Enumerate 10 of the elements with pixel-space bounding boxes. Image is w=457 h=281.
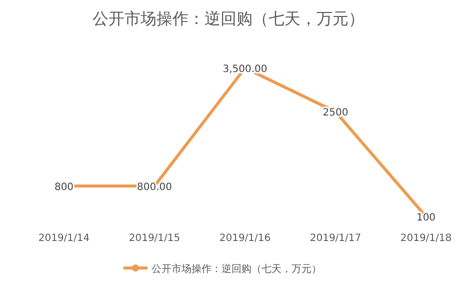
chart-title: 公开市场操作：逆回购（七天，万元） <box>92 9 364 28</box>
x-tick-label: 2019/1/14 <box>38 233 90 244</box>
legend-label: 公开市场操作：逆回购（七天，万元） <box>152 263 322 275</box>
x-tick-label: 2019/1/18 <box>400 233 452 244</box>
data-label: 800.00 <box>137 182 172 194</box>
data-label: 100 <box>416 212 436 224</box>
x-tick-label: 2019/1/15 <box>128 233 180 244</box>
data-label: 800 <box>54 182 74 194</box>
x-tick-label: 2019/1/17 <box>310 233 362 244</box>
x-tick-label: 2019/1/16 <box>219 233 271 244</box>
